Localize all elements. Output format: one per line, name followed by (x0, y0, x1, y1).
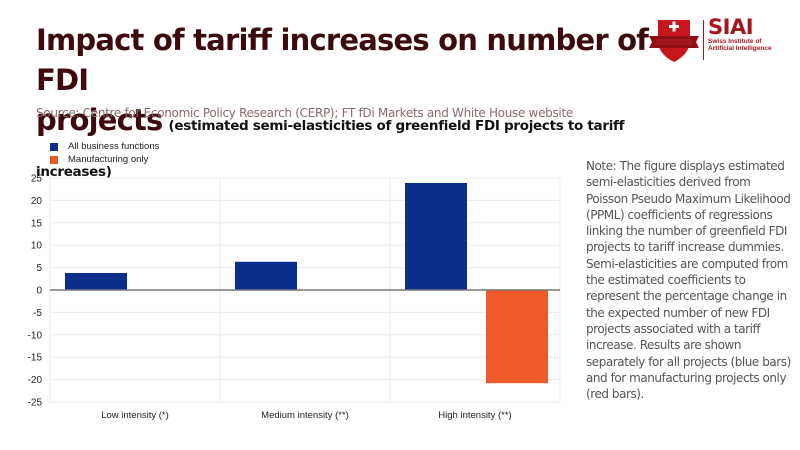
y-tick-label: -25 (28, 398, 43, 409)
y-tick-label: 10 (31, 241, 43, 252)
legend-swatch-orange (50, 155, 58, 164)
x-category-label: Medium intensity (**) (261, 410, 349, 421)
y-tick-label: 5 (36, 263, 42, 274)
chart-legend: All business functions Manufacturing onl… (50, 140, 159, 166)
chart-subtitle: (estimated semi-elasticities of greenfie… (36, 118, 625, 180)
y-tick-label: 25 (31, 174, 43, 185)
legend-swatch-blue (50, 142, 58, 151)
logo-divider (703, 20, 704, 60)
y-tick-label: 15 (31, 218, 43, 229)
y-tick-label: 0 (36, 286, 42, 297)
siai-logo: SIAI Swiss Institute of Artificial Intel… (648, 16, 778, 66)
bar-all-business-2 (405, 182, 467, 290)
y-tick-label: -20 (28, 375, 43, 386)
logo-subtitle-1: Swiss Institute of (708, 38, 762, 45)
source-note: Source: Centre for Economic Policy Resea… (36, 106, 573, 120)
bar-all-business-0 (65, 272, 127, 290)
legend-label: Manufacturing only (68, 154, 149, 165)
logo-name: SIAI (708, 15, 754, 39)
y-tick-label: -10 (28, 330, 43, 341)
legend-label: All business functions (68, 141, 160, 152)
bar-all-business-1 (235, 261, 297, 290)
legend-item-manufacturing: Manufacturing only (50, 153, 159, 166)
figure-note: Note: The figure displays estimated semi… (586, 159, 791, 402)
logo-subtitle-2: Artificial Intelligence (708, 45, 772, 52)
y-tick-label: -15 (28, 353, 43, 364)
legend-item-all-business: All business functions (50, 140, 159, 153)
chart-title: Impact of tariff increases on number of … (36, 20, 656, 192)
y-tick-label: -5 (33, 308, 42, 319)
title-line-1: Impact of tariff increases on number of … (36, 23, 649, 97)
shield-icon (649, 20, 699, 62)
title-line-2: projects (36, 103, 163, 137)
bar-manufacturing-2 (486, 290, 548, 384)
x-category-label: High intensity (**) (438, 410, 511, 421)
y-tick-label: 20 (31, 196, 43, 207)
x-category-label: Low intensity (*) (101, 410, 169, 421)
